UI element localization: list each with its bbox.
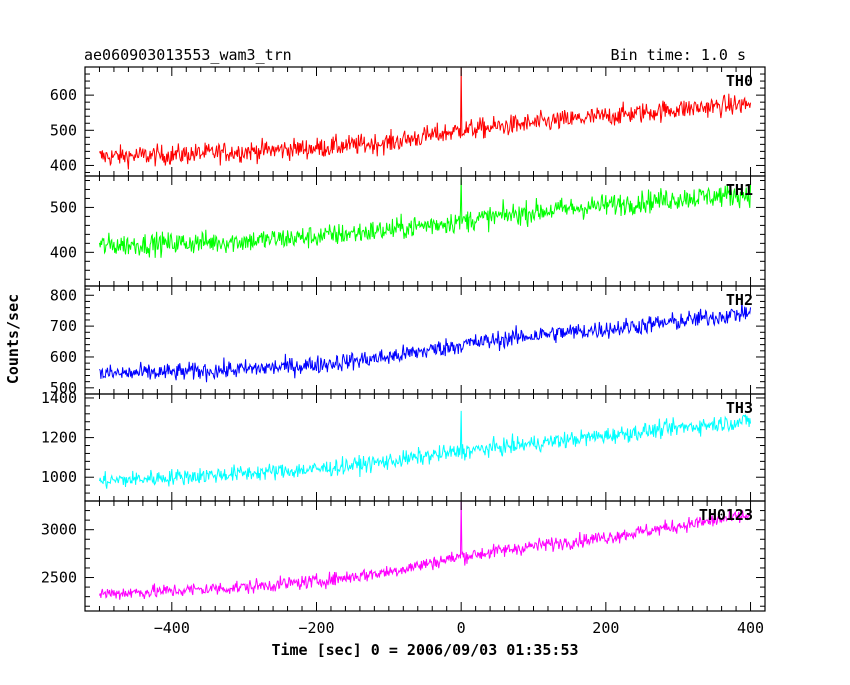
- x-tick-label: −400: [154, 619, 190, 637]
- y-tick-label: 500: [50, 121, 77, 139]
- y-tick-label: 400: [50, 243, 77, 261]
- y-tick-label: 800: [50, 286, 77, 304]
- y-tick-label: 1200: [41, 429, 77, 447]
- series-line-th0: [99, 67, 752, 170]
- y-tick-label: 500: [50, 198, 77, 216]
- y-tick-label: 3000: [41, 521, 77, 539]
- y-tick-label: 400: [50, 156, 77, 174]
- y-tick-label: 1400: [41, 389, 77, 407]
- panel-label-th3: TH3: [726, 399, 753, 417]
- panel-frame-th1: [84, 175, 766, 287]
- y-tick-label: 600: [50, 86, 77, 104]
- series-line-th2: [99, 301, 752, 383]
- y-tick-label: 500: [50, 379, 77, 397]
- series-line-th3: [98, 410, 752, 489]
- x-tick-label: 200: [592, 619, 619, 637]
- chart-subtitle: Bin time: 1.0 s: [610, 46, 746, 64]
- panel-frame-th3: [84, 393, 766, 502]
- x-tick-label: −200: [298, 619, 334, 637]
- y-tick-label: 600: [50, 348, 77, 366]
- panel-frame-th2: [84, 285, 766, 395]
- panel-label-th0123: TH0123: [699, 506, 753, 524]
- panel-label-th2: TH2: [726, 291, 753, 309]
- x-tick-label: 400: [737, 619, 764, 637]
- y-tick-label: 1000: [41, 468, 77, 486]
- panel-label-th0: TH0: [726, 72, 753, 90]
- x-tick-label: 0: [457, 619, 466, 637]
- panel-frame-th0123: [84, 500, 766, 612]
- panel-label-th1: TH1: [726, 181, 753, 199]
- series-line-th0123: [98, 500, 752, 600]
- y-tick-label: 700: [50, 317, 77, 335]
- chart-title: ae060903013553_wam3_trn: [84, 46, 292, 64]
- series-line-th1: [98, 178, 752, 258]
- y-axis-label: Counts/sec: [4, 294, 22, 384]
- x-axis-label: Time [sec] 0 = 2006/09/03 01:35:53: [271, 641, 578, 659]
- y-tick-label: 2500: [41, 569, 77, 587]
